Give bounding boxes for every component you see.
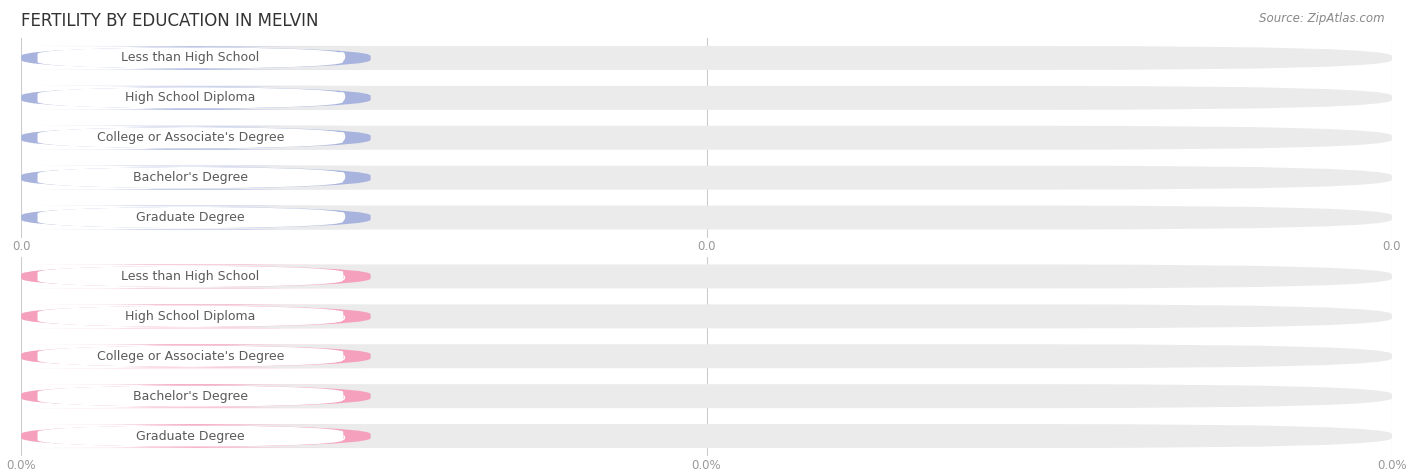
Text: 0.0%: 0.0% [314,429,346,443]
FancyBboxPatch shape [21,126,1392,150]
FancyBboxPatch shape [38,47,343,69]
Text: 0.0%: 0.0% [314,310,346,323]
FancyBboxPatch shape [21,265,1392,288]
Text: FERTILITY BY EDUCATION IN MELVIN: FERTILITY BY EDUCATION IN MELVIN [21,12,319,30]
Text: Source: ZipAtlas.com: Source: ZipAtlas.com [1260,12,1385,25]
Text: Less than High School: Less than High School [121,270,260,283]
FancyBboxPatch shape [21,206,1392,229]
Text: 0.0: 0.0 [325,171,346,184]
Text: 0.0: 0.0 [325,131,346,144]
FancyBboxPatch shape [21,166,371,190]
FancyBboxPatch shape [21,344,1392,368]
FancyBboxPatch shape [21,206,371,229]
Text: 0.0: 0.0 [325,211,346,224]
FancyBboxPatch shape [38,305,343,328]
FancyBboxPatch shape [21,344,371,368]
FancyBboxPatch shape [21,46,1392,70]
FancyBboxPatch shape [21,86,1392,110]
FancyBboxPatch shape [38,86,343,109]
Text: Graduate Degree: Graduate Degree [136,429,245,443]
FancyBboxPatch shape [38,425,343,447]
FancyBboxPatch shape [21,424,1392,448]
Text: 0.0%: 0.0% [314,270,346,283]
Text: 0.0: 0.0 [325,51,346,65]
Text: Bachelor's Degree: Bachelor's Degree [134,390,247,403]
Text: 0.0%: 0.0% [314,350,346,363]
Text: 0.0%: 0.0% [314,390,346,403]
FancyBboxPatch shape [21,384,1392,408]
Text: Graduate Degree: Graduate Degree [136,211,245,224]
FancyBboxPatch shape [21,304,1392,328]
Text: Bachelor's Degree: Bachelor's Degree [134,171,247,184]
FancyBboxPatch shape [21,126,371,150]
Text: College or Associate's Degree: College or Associate's Degree [97,131,284,144]
FancyBboxPatch shape [21,265,371,288]
FancyBboxPatch shape [38,206,343,229]
FancyBboxPatch shape [38,166,343,189]
Text: Less than High School: Less than High School [121,51,260,65]
FancyBboxPatch shape [38,345,343,368]
Text: High School Diploma: High School Diploma [125,91,256,104]
FancyBboxPatch shape [38,265,343,288]
FancyBboxPatch shape [38,126,343,149]
FancyBboxPatch shape [21,424,371,448]
FancyBboxPatch shape [21,166,1392,190]
FancyBboxPatch shape [21,304,371,328]
FancyBboxPatch shape [21,384,371,408]
FancyBboxPatch shape [21,86,371,110]
Text: 0.0: 0.0 [325,91,346,104]
Text: High School Diploma: High School Diploma [125,310,256,323]
Text: College or Associate's Degree: College or Associate's Degree [97,350,284,363]
FancyBboxPatch shape [38,385,343,408]
FancyBboxPatch shape [21,46,371,70]
